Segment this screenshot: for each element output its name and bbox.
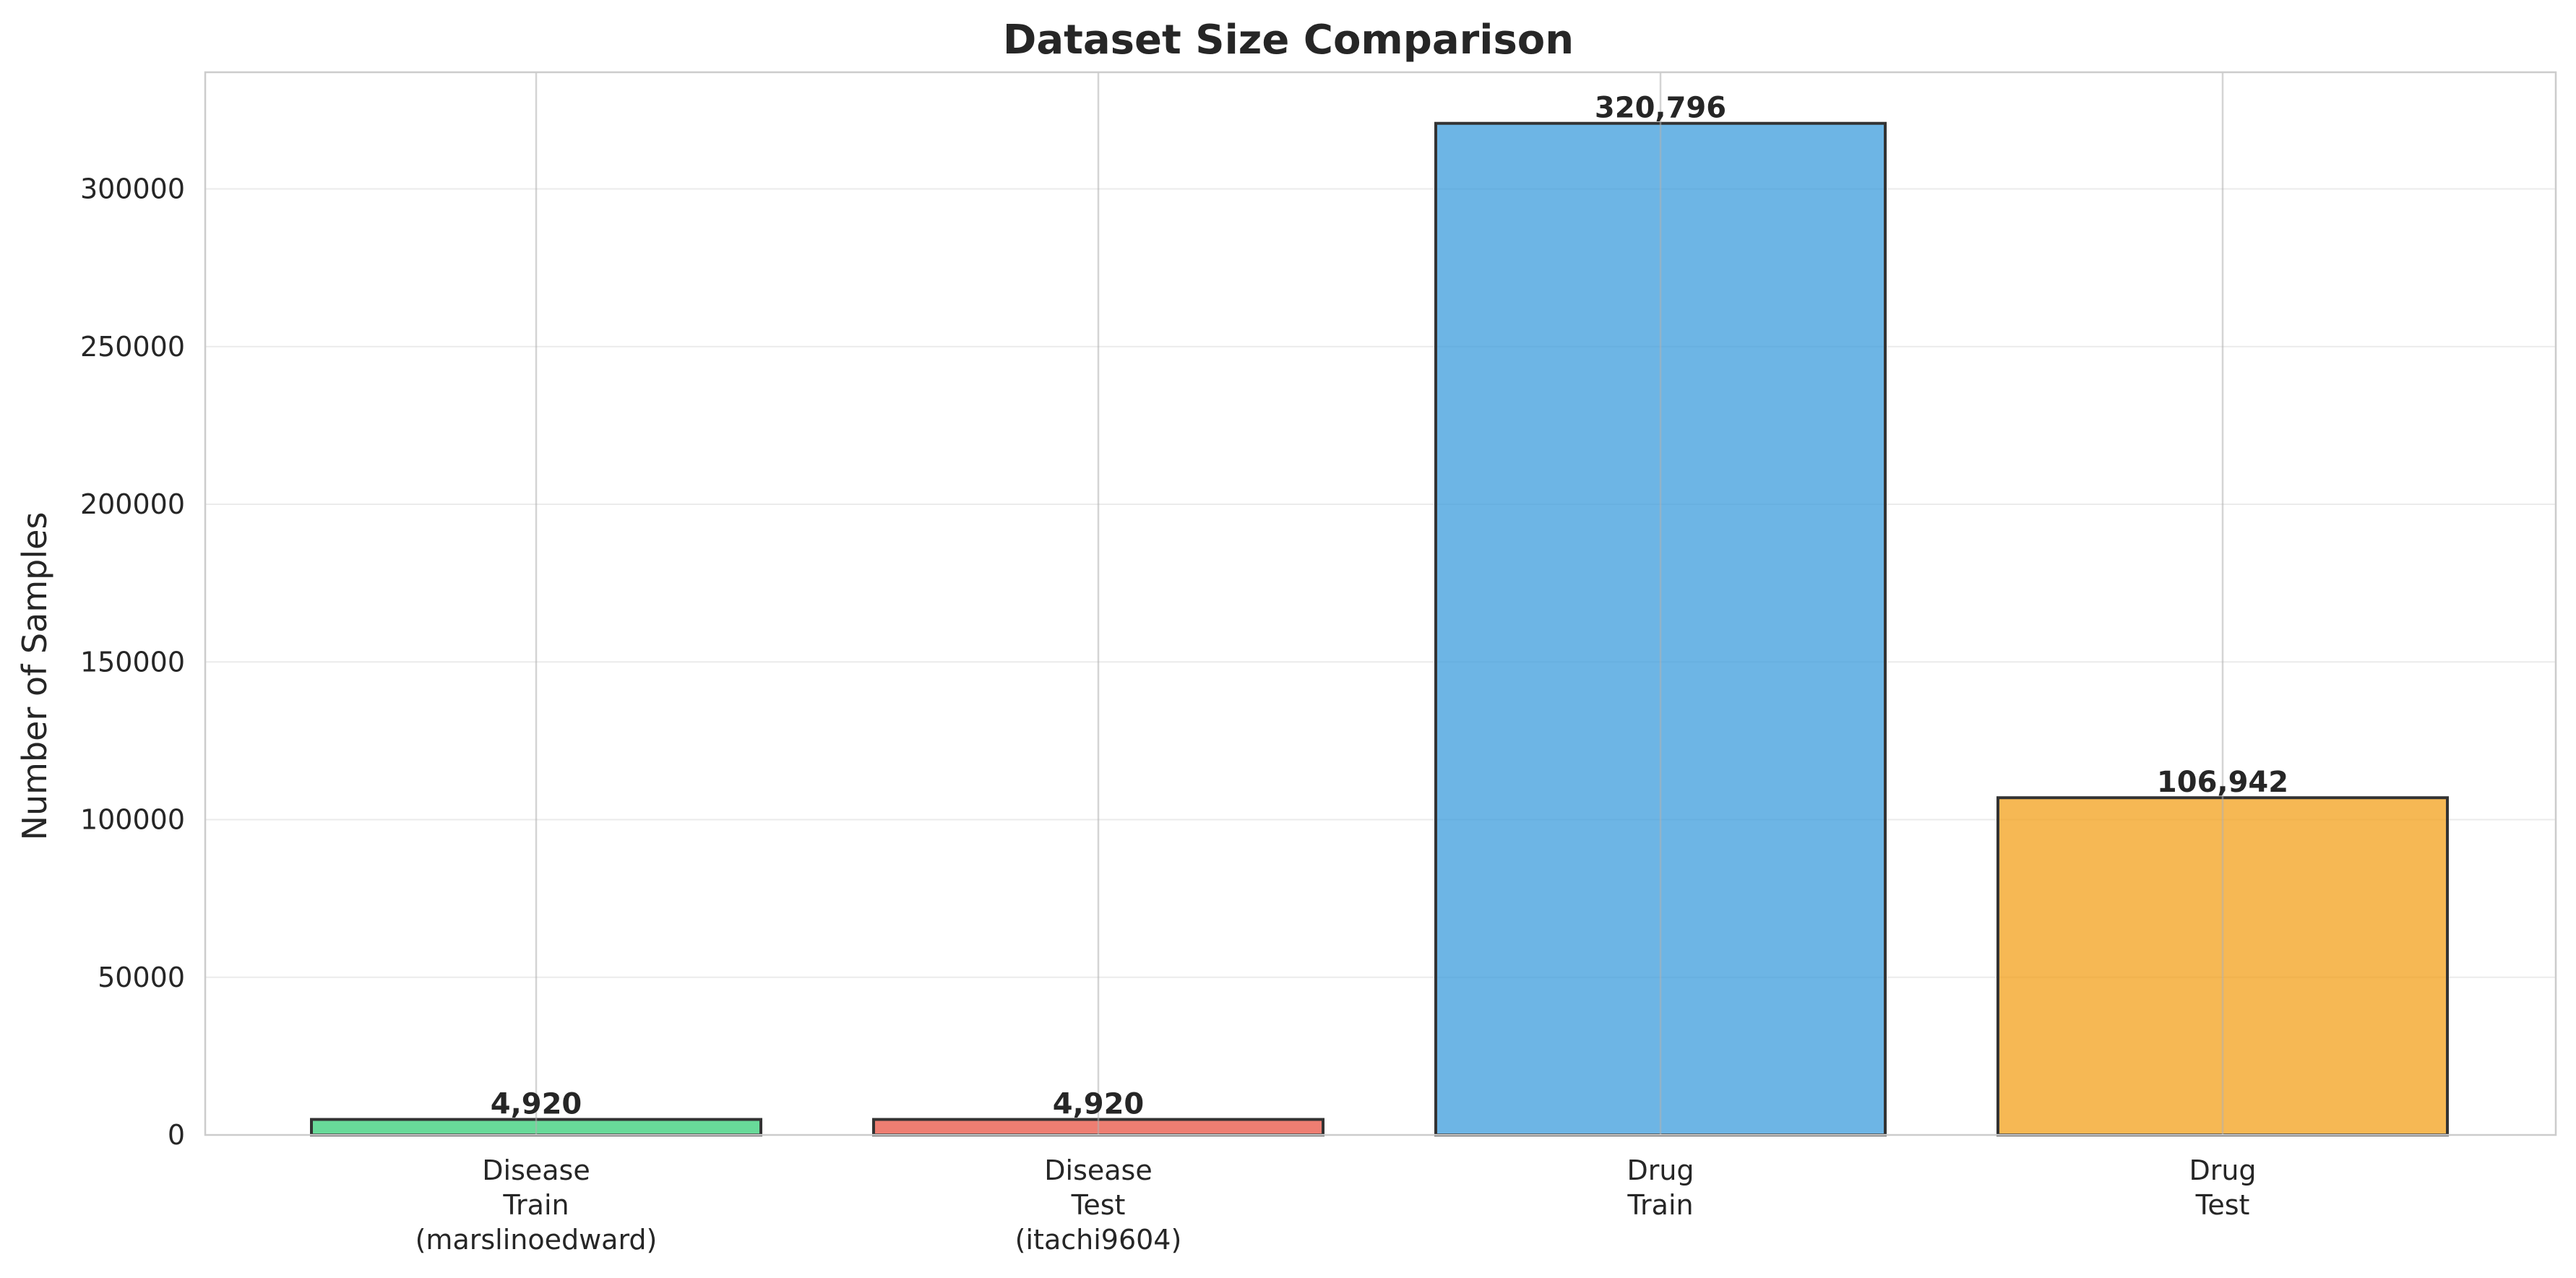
data-label: 320,796 — [1595, 92, 1726, 125]
vertical-grid-lines — [535, 72, 2224, 1135]
y-tick-label: 250000 — [80, 331, 185, 363]
x-tick-label-line: Train — [1627, 1189, 1693, 1221]
y-axis-label: Number of Samples — [15, 512, 54, 841]
y-tick-label: 150000 — [80, 646, 185, 678]
x-tick-label-line: (marslinoedward) — [415, 1224, 658, 1256]
x-tick-label-line: (itachi9604) — [1015, 1224, 1182, 1256]
axes-border — [204, 71, 2557, 1136]
x-tick-label-line: Test — [1071, 1189, 1126, 1221]
x-tick-label-line: Disease — [1044, 1154, 1152, 1186]
data-label: 106,942 — [2157, 766, 2288, 799]
y-tick-label: 300000 — [80, 173, 185, 205]
y-axis-ticks: 0 50000 100000 150000 200000 250000 300000 — [80, 173, 185, 1151]
data-label: 4,920 — [1053, 1088, 1145, 1121]
y-tick-label: 0 — [168, 1119, 185, 1151]
x-tick-label-line: Drug — [2189, 1154, 2256, 1186]
x-tick-label-line: Disease — [482, 1154, 590, 1186]
x-tick-label-line: Drug — [1627, 1154, 1694, 1186]
x-tick-label-line: Train — [502, 1189, 569, 1221]
y-tick-label: 50000 — [98, 962, 185, 993]
data-label: 4,920 — [491, 1088, 582, 1121]
chart-title: Dataset Size Comparison — [1003, 17, 1574, 64]
data-labels: 4,920 4,920 320,796 106,942 — [491, 92, 2288, 1121]
x-tick-label-line: Test — [2195, 1189, 2250, 1221]
x-axis-ticks: DiseaseTrain(marslinoedward)DiseaseTest(… — [415, 1154, 2257, 1256]
y-tick-label: 200000 — [80, 488, 185, 520]
y-tick-label: 100000 — [80, 804, 185, 836]
axes-frame — [204, 71, 2557, 1136]
